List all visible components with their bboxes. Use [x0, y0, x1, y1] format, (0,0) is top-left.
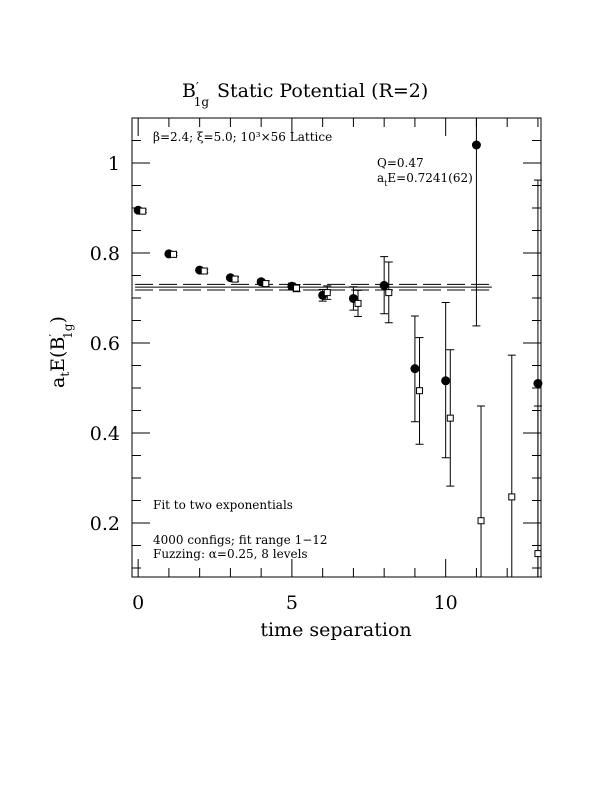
data-point-square	[170, 250, 178, 258]
data-point-square	[508, 493, 516, 501]
q-annotation: Q=0.47	[377, 156, 424, 170]
data-point-circle	[441, 376, 451, 386]
data-point-square	[293, 284, 301, 292]
x-tick-label: 0	[132, 592, 144, 614]
title-sub: 1g	[194, 95, 210, 109]
y-tick-label: 0.6	[90, 333, 120, 355]
fuzzing-annotation: Fuzzing: α=0.25, 8 levels	[153, 547, 308, 561]
y-axis-label: atE(B′1g)	[47, 316, 75, 388]
configs-annotation: 4000 configs; fit range 1−12	[153, 533, 328, 547]
axis-ticks	[132, 117, 541, 577]
y-tick-label: 0.4	[90, 423, 120, 445]
chart-title: B′ 1g Static Potential (R=2)	[182, 80, 428, 109]
energy-prefix: a	[377, 171, 384, 185]
y-tick-label: 0.2	[90, 513, 120, 535]
data-point-circle	[533, 379, 543, 388]
ylabel-sub: 1g	[61, 323, 75, 339]
data-point-square	[354, 299, 362, 307]
y-tick-label: 0.8	[90, 243, 120, 265]
ylabel-prefix: a	[47, 377, 69, 388]
data-point-square	[231, 275, 239, 283]
data-point-square	[534, 550, 542, 558]
tick-labels: 0.20.40.60.810 5 10	[90, 153, 458, 614]
data-point-square	[446, 414, 454, 422]
y-tick-label: 1	[108, 153, 120, 175]
ylabel-prefix-sub: t	[58, 372, 72, 377]
x-axis-label: time separation	[260, 619, 411, 641]
energy-annotation: atE=0.7241(62)	[377, 171, 473, 188]
fit-type-annotation: Fit to two exponentials	[153, 498, 293, 512]
lattice-annotation: β=2.4; ξ=5.0; 10³×56 Lattice	[153, 130, 332, 144]
energy-rest: E=0.7241(62)	[387, 171, 472, 185]
data-point-square	[200, 267, 208, 275]
x-tick-label: 5	[286, 592, 298, 614]
x-tick-label: 10	[434, 592, 458, 614]
title-rest: Static Potential (R=2)	[217, 80, 428, 102]
title-main: B	[182, 80, 196, 102]
data-point-circle	[379, 280, 389, 290]
data-point-square	[323, 289, 331, 297]
ylabel-end: )	[47, 316, 69, 323]
data-marks	[133, 117, 543, 578]
plot-frame	[131, 117, 542, 578]
data-point-square	[416, 387, 424, 395]
data-point-circle	[410, 364, 420, 374]
data-point-square	[385, 289, 393, 297]
data-point-circle	[471, 140, 481, 150]
data-point-square	[262, 280, 270, 288]
data-point-square	[477, 517, 485, 525]
data-point-square	[139, 207, 147, 215]
fit-band	[135, 283, 492, 291]
ylabel-mid: E(B	[47, 337, 69, 372]
energy-sub: t	[384, 179, 388, 188]
